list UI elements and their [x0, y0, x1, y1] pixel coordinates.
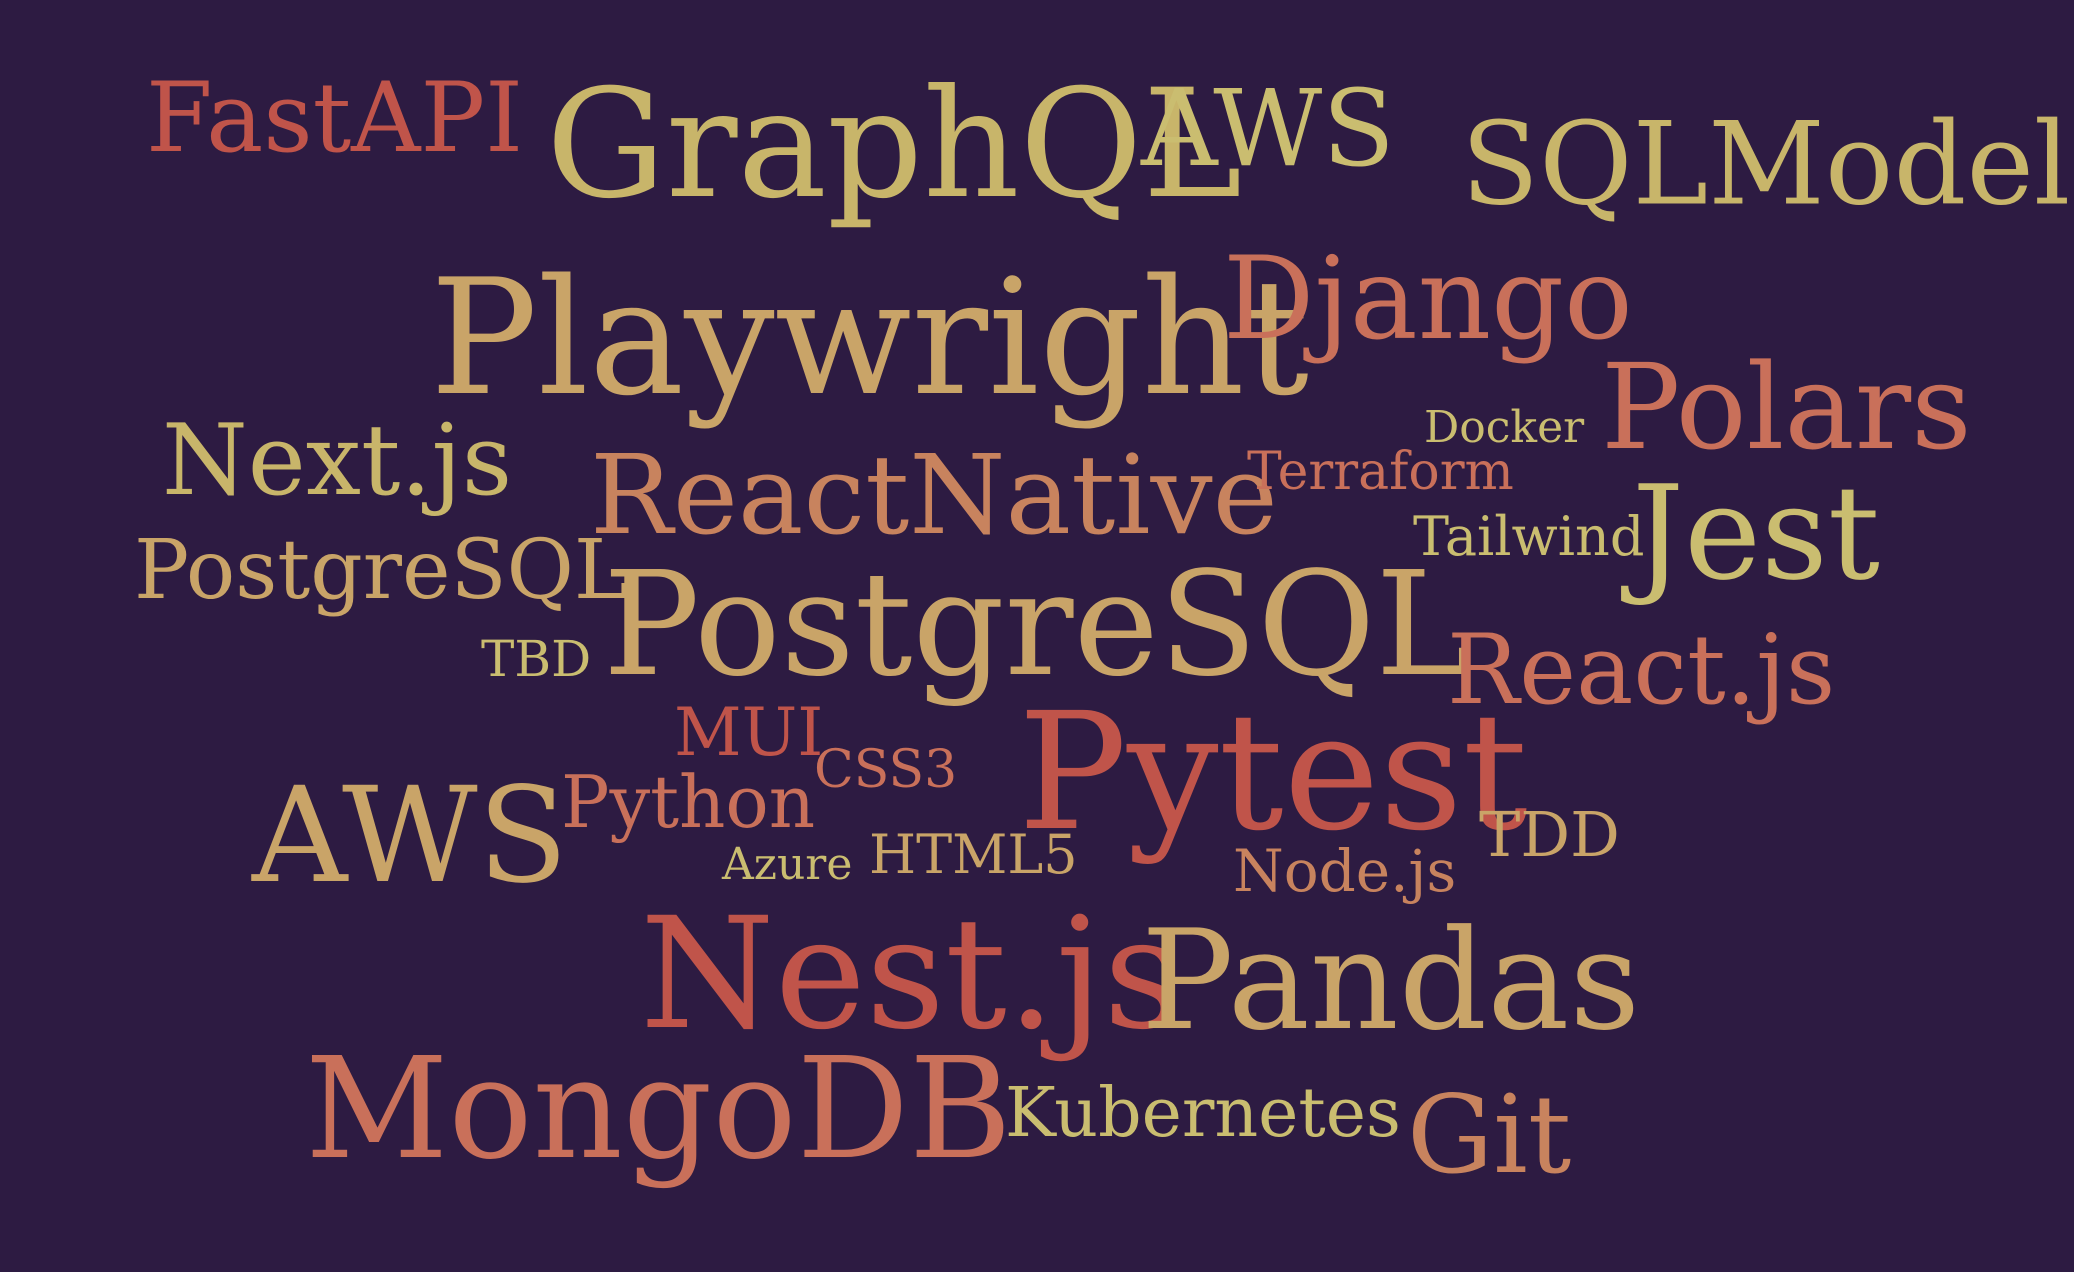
word-reactjs: React.js: [1447, 614, 1836, 726]
word-playwright: Playwright: [430, 244, 1309, 431]
word-docker: Docker: [1424, 402, 1585, 453]
word-nextjs: Next.js: [162, 404, 513, 518]
word-aws-top: AWS: [1141, 67, 1395, 190]
word-azure: Azure: [722, 839, 853, 890]
word-css3: CSS3: [814, 740, 958, 800]
word-kubernetes: Kubernetes: [1005, 1074, 1401, 1153]
word-jest: Jest: [1632, 457, 1881, 609]
word-python: Python: [561, 760, 816, 844]
word-pytest: Pytest: [1018, 679, 1528, 867]
word-django: Django: [1223, 232, 1633, 365]
word-mongodb: MongoDB: [305, 1028, 1012, 1191]
word-tdd: TDD: [1479, 798, 1620, 871]
word-fastapi: FastAPI: [146, 62, 524, 174]
word-terraform: Terraform: [1247, 442, 1514, 502]
word-tbd: TBD: [481, 630, 592, 688]
word-graphql: GraphQL: [546, 58, 1243, 232]
word-postgresql-large: PostgreSQL: [603, 540, 1472, 708]
word-postgresql-small: PostgreSQL: [134, 523, 629, 618]
word-nodejs: Node.js: [1233, 837, 1457, 905]
word-reactnative: ReactNative: [590, 431, 1278, 559]
word-aws-bottom: AWS: [252, 759, 569, 913]
word-nestjs: Nest.js: [640, 885, 1183, 1064]
word-mui: MUI: [674, 694, 824, 771]
word-html5: HTML5: [869, 823, 1078, 886]
word-git: Git: [1407, 1073, 1572, 1198]
word-polars: Polars: [1601, 338, 1972, 476]
word-tailwind: Tailwind: [1413, 505, 1645, 568]
word-sqlmodel: SQLModel: [1461, 98, 2071, 231]
word-pandas: Pandas: [1141, 900, 1641, 1061]
